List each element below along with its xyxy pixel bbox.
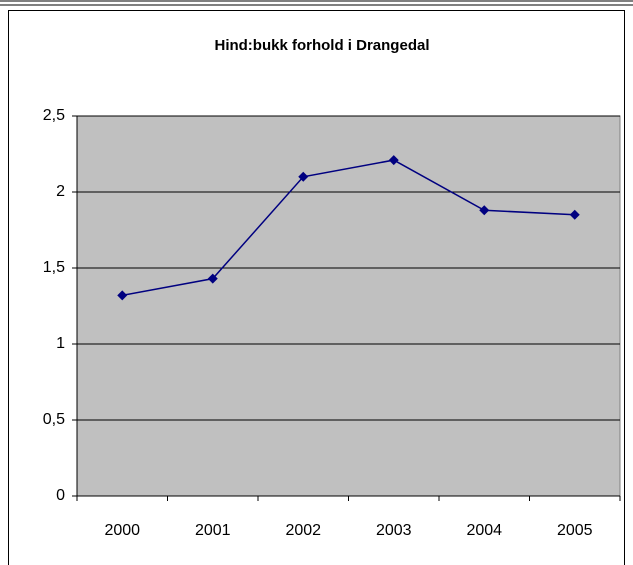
y-tick-label: 1,5 — [43, 259, 65, 276]
x-tick-label: 2004 — [466, 522, 502, 539]
data-point — [207, 273, 218, 284]
y-tick-label: 1 — [56, 335, 65, 352]
data-point — [298, 171, 309, 182]
x-tick-label: 2001 — [195, 522, 231, 539]
x-tick-label: 2002 — [285, 522, 321, 539]
x-tick-label: 2005 — [557, 522, 593, 539]
chart-title: Hind:bukk forhold i Drangedal — [214, 37, 429, 54]
y-tick-label: 2,5 — [43, 107, 65, 124]
y-tick-label: 0,5 — [43, 411, 65, 428]
data-point — [479, 205, 490, 216]
x-tick-label: 2000 — [104, 522, 140, 539]
y-tick-label: 2 — [56, 183, 65, 200]
data-point — [117, 290, 128, 301]
y-tick-label: 0 — [56, 487, 65, 504]
x-tick-label: 2003 — [376, 522, 412, 539]
series-line — [122, 159, 575, 297]
data-point — [569, 209, 580, 220]
data-point — [388, 155, 399, 166]
plot-area — [76, 115, 621, 497]
